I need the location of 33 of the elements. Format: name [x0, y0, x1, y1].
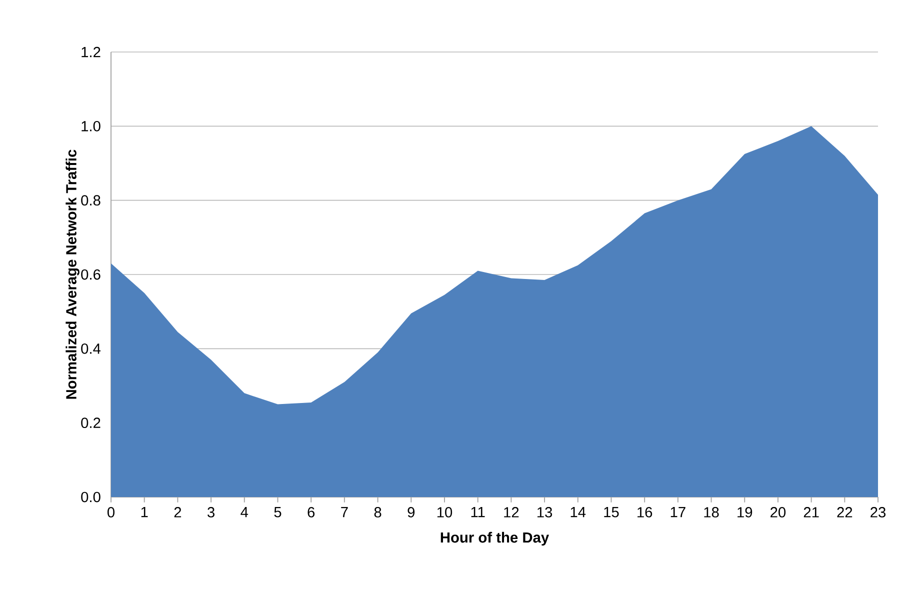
y-tick-label: 0.6	[81, 269, 100, 280]
x-tick-label: 4	[240, 507, 248, 518]
x-tick-label: 17	[670, 507, 686, 518]
x-tick-label: 18	[704, 507, 719, 518]
x-tick-label: 1	[141, 507, 148, 518]
x-tick-label: 11	[471, 507, 485, 518]
x-tick-label: 22	[837, 507, 852, 518]
y-tick-label: 0.4	[81, 343, 101, 354]
y-tick-label: 0.8	[81, 195, 100, 206]
x-tick-label: 0	[107, 507, 114, 518]
x-axis-title: Hour of the Day	[440, 532, 550, 546]
x-tick-label: 15	[604, 507, 619, 518]
x-tick-label: 21	[804, 507, 819, 518]
x-tick-label: 10	[437, 507, 452, 518]
x-tick-label: 16	[638, 507, 652, 518]
x-tick-label: 7	[341, 507, 348, 518]
x-tick-label: 6	[308, 507, 315, 518]
x-tick-label: 23	[870, 507, 886, 518]
y-tick-label: 0.0	[81, 492, 100, 502]
y-tick-label: 0.2	[81, 418, 100, 428]
x-tick-label: 19	[738, 507, 752, 518]
x-tick-label: 8	[374, 507, 382, 518]
y-axis-title: Normalized Average Network Traffic	[66, 150, 80, 399]
x-tick-label: 2	[174, 507, 182, 518]
x-tick-label: 20	[770, 507, 786, 518]
x-tick-label: 13	[537, 507, 552, 518]
x-tick-label: 12	[504, 507, 519, 518]
x-tick-label: 5	[274, 507, 282, 518]
x-tick-label: 9	[408, 507, 415, 518]
y-tick-label: 1.2	[82, 46, 100, 58]
x-tick-label: 14	[570, 507, 586, 518]
y-tick-label: 1.0	[82, 120, 100, 132]
x-tick-label: 3	[208, 507, 214, 518]
